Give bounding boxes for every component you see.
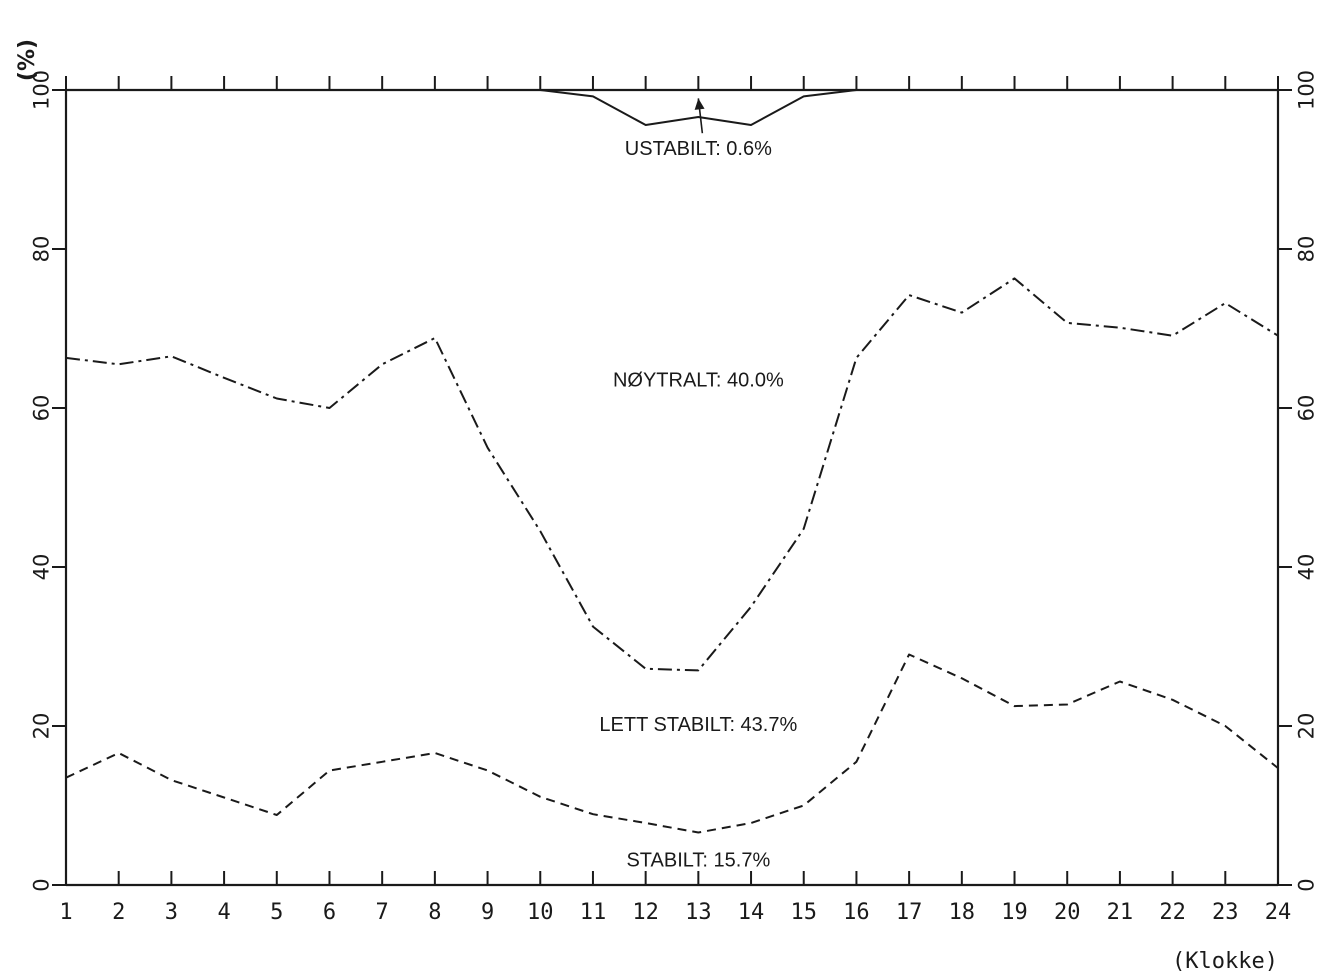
x-tick-label: 18 <box>949 900 976 925</box>
annotations: USTABILT: 0.6% NØYTRALT: 40.0% LETT STABIL… <box>599 98 797 872</box>
x-tick-label: 22 <box>1159 900 1186 925</box>
y-tick-label-left: 100 <box>29 70 53 110</box>
x-tick-label: 5 <box>270 900 283 925</box>
y-tick-label-left: 0 <box>29 878 53 891</box>
y-tick-label-right: 20 <box>1294 713 1318 740</box>
annotation-label: LETT STABILT: 43.7% <box>599 714 797 736</box>
x-tick-label: 12 <box>632 900 659 925</box>
annotation-label: USTABILT: 0.6% <box>625 138 772 160</box>
x-tick-label: 13 <box>685 900 712 925</box>
y-tick-label-right: 100 <box>1294 70 1318 110</box>
annotation-arrow-head <box>694 98 705 110</box>
y-tick-label-right: 0 <box>1294 878 1318 891</box>
x-tick-label: 11 <box>580 900 607 925</box>
series-line-solid <box>66 89 1278 126</box>
x-tick-label: 23 <box>1212 900 1239 925</box>
x-tick-label: 4 <box>217 900 230 925</box>
y-tick-label-right: 60 <box>1294 395 1318 422</box>
x-tick-label: 20 <box>1054 900 1081 925</box>
x-tick-label: 3 <box>165 900 178 925</box>
x-tick-label: 2 <box>112 900 125 925</box>
axes <box>64 88 1280 887</box>
y-tick-label-left: 40 <box>29 554 53 581</box>
x-tick-label: 17 <box>896 900 923 925</box>
annotation-label: STABILT: 15.7% <box>626 850 770 872</box>
x-tick-label: 24 <box>1265 900 1292 925</box>
x-tick-label: 9 <box>481 900 494 925</box>
x-tick-label: 1 <box>59 900 72 925</box>
series-lines <box>65 89 1279 834</box>
x-tick-label: 21 <box>1107 900 1134 925</box>
y-axis-label: (%) <box>15 39 40 81</box>
annotation-label: NØYTRALT: 40.0% <box>613 370 784 392</box>
series-line-dashed <box>65 653 1279 834</box>
x-tick-label: 8 <box>428 900 441 925</box>
x-tick-label: 6 <box>323 900 336 925</box>
x-tick-label: 16 <box>843 900 870 925</box>
x-tick-label: 14 <box>738 900 765 925</box>
x-axis-label: (Klokke) <box>1172 949 1278 974</box>
y-tick-label-right: 40 <box>1294 554 1318 581</box>
x-tick-label: 15 <box>790 900 817 925</box>
y-tick-label-left: 60 <box>29 395 53 422</box>
y-tick-label-left: 80 <box>29 236 53 263</box>
x-tick-label: 19 <box>1001 900 1028 925</box>
series-line-dash-dot <box>65 277 1279 672</box>
x-tick-label: 7 <box>376 900 389 925</box>
y-tick-label-left: 20 <box>29 713 53 740</box>
ticks: 1 2 3 4 5 6 7 8 9 10 11 12 13 14 15 16 17 18 19 20 21 22 23 240… <box>29 70 1318 925</box>
x-tick-label: 10 <box>527 900 554 925</box>
y-tick-label-right: 80 <box>1294 236 1318 263</box>
